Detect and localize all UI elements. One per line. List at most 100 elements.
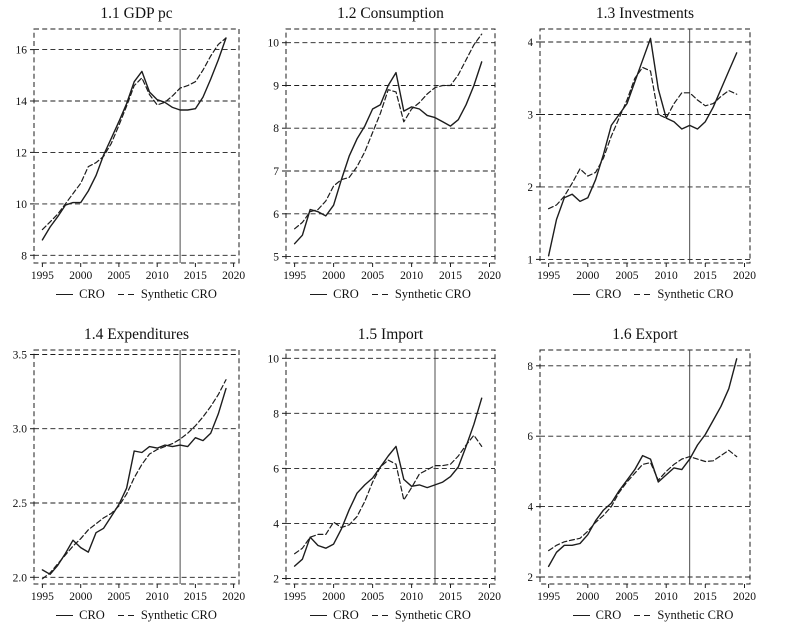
y-tick-label: 1	[528, 254, 533, 266]
x-tick-label: 1995	[283, 591, 306, 603]
x-tick-label: 2010	[400, 270, 423, 282]
chart-plot: 5 6 7 8 9 10 1995 2000 2005 2010 2015 2020	[268, 28, 501, 282]
chart-title: 1.2 Consumption	[337, 5, 444, 22]
y-tick-label: 2.5	[13, 498, 28, 510]
cro-line-key-icon	[310, 614, 328, 617]
y-tick-label: 4	[528, 37, 533, 49]
x-tick-label: 2005	[107, 270, 130, 282]
x-tick-label: 2000	[322, 591, 345, 603]
synthetic-cro-line-key-icon	[634, 614, 652, 617]
chart-legend: CRO Synthetic CRO	[14, 608, 259, 623]
x-tick-label: 2020	[222, 591, 245, 603]
y-tick-label: 7	[273, 166, 279, 178]
chart-plot: 1 2 3 4 1995 2000 2005 2010 2015 2020	[528, 28, 756, 282]
synthetic-cro-line	[41, 37, 227, 231]
x-tick-label: 2015	[694, 270, 717, 282]
y-tick-label: 5	[273, 252, 279, 264]
plot-frame	[539, 349, 751, 585]
x-tick-label: 2015	[184, 591, 207, 603]
synthetic-cro-line-key-icon	[634, 293, 652, 296]
chart-panel-investments: 1.3 Investments 1 2 3 4 1995 2000 2005 2010 2015…	[528, 0, 792, 321]
x-tick-label: 2020	[733, 591, 756, 603]
x-tick-label: 2000	[322, 270, 345, 282]
plot-frame	[33, 349, 240, 585]
cro-line	[547, 37, 738, 257]
chart-panel-import: 1.5 Import 2 4 6 8 10 1995 2000 2005 2010 2015 202…	[264, 321, 528, 642]
cro-line	[293, 397, 483, 567]
x-tick-label: 2000	[69, 270, 92, 282]
cro-line-key-icon	[56, 293, 74, 296]
y-tick-label: 6	[528, 431, 533, 443]
x-tick-label: 2005	[616, 270, 639, 282]
x-tick-label: 2000	[576, 591, 599, 603]
y-tick-label: 3	[528, 110, 533, 122]
y-tick-label: 3.5	[13, 350, 28, 362]
synthetic-cro-legend-label: Synthetic CRO	[657, 287, 734, 301]
x-tick-label: 2005	[361, 270, 384, 282]
synthetic-cro-line	[294, 434, 483, 555]
chart-title: 1.1 GDP pc	[100, 5, 173, 22]
y-tick-label: 8	[21, 250, 27, 262]
cro-line-key-icon	[310, 293, 328, 296]
chart-legend: CRO Synthetic CRO	[528, 287, 778, 302]
x-tick-label: 2010	[655, 270, 678, 282]
cro-legend-label: CRO	[333, 608, 359, 622]
x-tick-label: 2010	[146, 270, 169, 282]
x-tick-label: 2010	[655, 591, 678, 603]
x-tick-label: 2015	[439, 270, 462, 282]
synthetic-cro-legend-label: Synthetic CRO	[140, 608, 217, 622]
synthetic-cro-legend-label: Synthetic CRO	[394, 608, 471, 622]
y-tick-label: 16	[16, 45, 28, 57]
x-tick-label: 1995	[31, 591, 54, 603]
synthetic-cro-line	[548, 66, 738, 210]
x-tick-label: 2015	[439, 591, 462, 603]
cro-legend-label: CRO	[595, 287, 622, 301]
y-tick-label: 10	[268, 38, 280, 50]
plot-frame	[539, 28, 751, 264]
synthetic-cro-line-key-icon	[371, 293, 389, 296]
chart-plot: 2 4 6 8 1995 2000 2005 2010 2015 2020	[528, 349, 756, 603]
cro-legend-label: CRO	[79, 608, 105, 622]
x-tick-label: 2015	[184, 270, 207, 282]
x-tick-label: 2000	[69, 591, 92, 603]
chart-legend: CRO Synthetic CRO	[266, 287, 515, 302]
x-tick-label: 2010	[400, 591, 423, 603]
chart-panel-consumption: 1.2 Consumption 5 6 7 8 9 10 1995 2000 2005 2010 2…	[264, 0, 528, 321]
y-tick-label: 2	[273, 574, 279, 586]
y-tick-label: 8	[528, 361, 533, 373]
chart-title: 1.4 Expenditures	[83, 326, 190, 343]
synthetic-cro-line-key-icon	[371, 614, 389, 617]
cro-legend-label: CRO	[595, 608, 622, 622]
x-tick-label: 1995	[537, 270, 560, 282]
x-tick-label: 2010	[146, 591, 169, 603]
x-tick-label: 2005	[361, 591, 384, 603]
cro-line	[293, 61, 483, 245]
x-tick-label: 2020	[733, 270, 756, 282]
x-tick-label: 2020	[478, 270, 501, 282]
x-tick-label: 1995	[31, 270, 54, 282]
chart-plot: 8 10 12 14 16 1995 2000 2005 2010 2015 2020	[16, 28, 245, 282]
chart-title: 1.5 Import	[357, 326, 424, 343]
y-tick-label: 6	[273, 463, 279, 475]
x-tick-label: 2000	[576, 270, 599, 282]
x-tick-label: 2020	[222, 270, 245, 282]
cro-legend-label: CRO	[333, 287, 359, 301]
x-tick-label: 2005	[107, 591, 130, 603]
cro-line	[547, 358, 738, 568]
cro-line-key-icon	[572, 293, 590, 296]
y-tick-label: 8	[273, 408, 279, 420]
cro-line-key-icon	[56, 614, 74, 617]
synthetic-cro-line-key-icon	[117, 293, 135, 296]
synthetic-cro-line	[41, 379, 227, 580]
y-tick-label: 6	[273, 209, 279, 221]
synthetic-cro-legend-label: Synthetic CRO	[657, 608, 734, 622]
x-tick-label: 2005	[616, 591, 639, 603]
cro-line	[41, 37, 227, 241]
cro-line-key-icon	[572, 614, 590, 617]
cro-legend-label: CRO	[79, 287, 105, 301]
y-tick-label: 10	[268, 353, 280, 365]
chart-legend: CRO Synthetic CRO	[266, 608, 515, 623]
x-tick-label: 1995	[283, 270, 306, 282]
synthetic-cro-line-key-icon	[117, 614, 135, 617]
